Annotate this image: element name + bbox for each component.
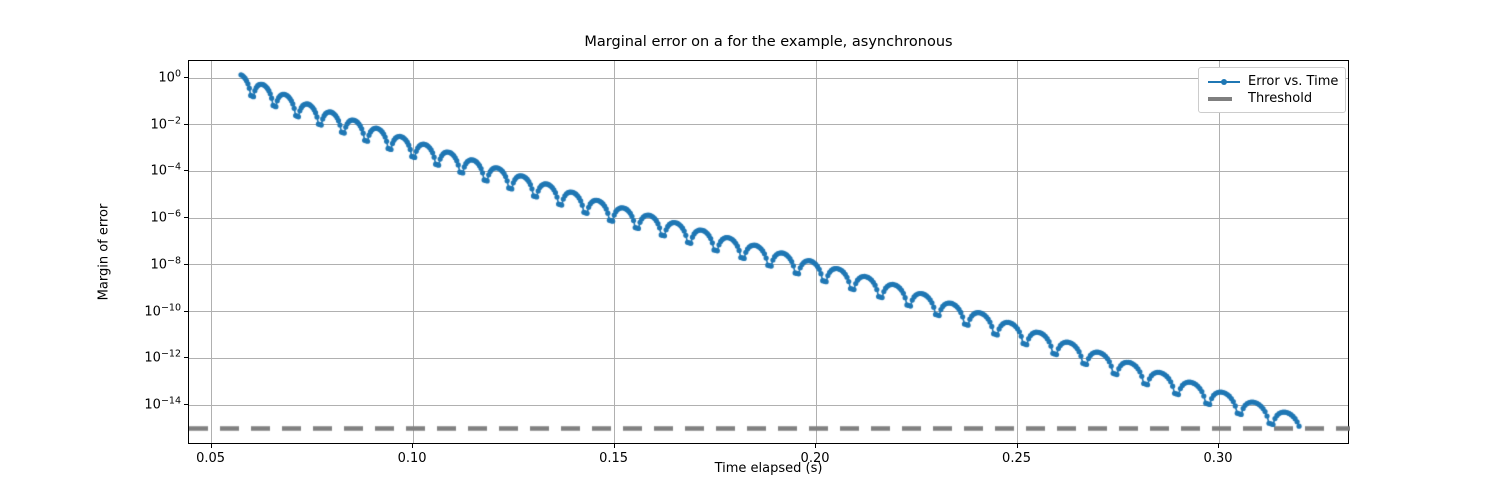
y-tick-label: 10−10 (144, 301, 181, 320)
chart-title: Marginal error on a for the example, asy… (584, 34, 953, 50)
y-tick-label: 10−6 (150, 208, 181, 226)
x-tick-mark (1016, 444, 1018, 448)
dot-marker-icon (1221, 78, 1227, 85)
legend-entry-error-vs-time: Error vs. Time (1208, 73, 1339, 90)
x-tick-mark (412, 444, 414, 448)
x-tick-mark (815, 444, 817, 448)
gray-dash-icon (1208, 96, 1232, 101)
legend: Error vs. Time Threshold (1198, 67, 1346, 113)
legend-dash-sample (1208, 94, 1240, 104)
legend-label: Threshold (1248, 91, 1313, 106)
plot-area (188, 60, 1350, 445)
y-tick-mark (184, 170, 188, 172)
y-tick-mark (184, 217, 188, 219)
y-tick-mark (184, 123, 188, 125)
x-tick-label: 0.30 (1203, 451, 1233, 466)
y-tick-label: 100 (158, 68, 181, 86)
x-tick-label: 0.05 (196, 451, 226, 466)
y-tick-mark (184, 404, 188, 406)
plot-canvas (189, 61, 1350, 445)
legend-entry-threshold: Threshold (1208, 90, 1337, 107)
y-tick-label: 10−14 (144, 395, 181, 413)
y-axis-label: Margin of error (96, 203, 112, 301)
x-tick-label: 0.25 (1002, 451, 1032, 466)
y-tick-mark (184, 263, 188, 265)
y-tick-label: 10−12 (144, 348, 181, 366)
x-tick-mark (210, 444, 212, 448)
x-tick-label: 0.10 (397, 451, 427, 466)
x-tick-mark (613, 444, 615, 448)
y-tick-label: 10−8 (150, 255, 181, 273)
y-tick-mark (184, 77, 188, 78)
y-tick-label: 10−2 (150, 115, 181, 133)
legend-line-marker-sample (1208, 77, 1240, 87)
y-tick-mark (184, 310, 188, 312)
x-tick-label: 0.20 (800, 451, 830, 466)
y-tick-mark (184, 357, 188, 359)
y-tick-label: 10−4 (150, 161, 181, 180)
x-axis-label: Time elapsed (s) (714, 461, 823, 476)
x-tick-label: 0.15 (599, 451, 629, 466)
legend-label: Error vs. Time (1248, 74, 1339, 89)
x-tick-mark (1218, 444, 1220, 448)
